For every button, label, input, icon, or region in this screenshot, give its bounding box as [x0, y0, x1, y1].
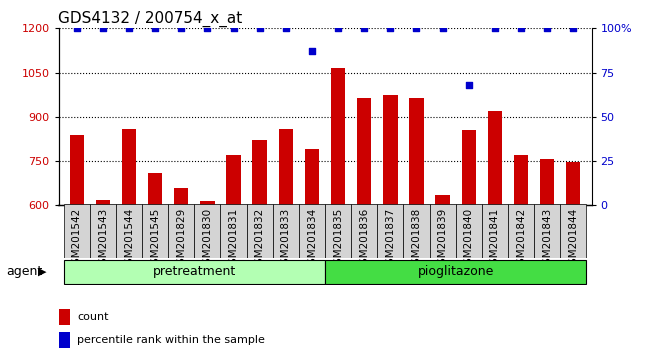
- Text: GSM201840: GSM201840: [463, 208, 474, 271]
- Bar: [566, 162, 580, 205]
- Text: pioglitazone: pioglitazone: [417, 265, 494, 278]
- Point: [437, 25, 448, 31]
- Text: GSM201545: GSM201545: [150, 208, 160, 271]
- Bar: [534, 204, 560, 258]
- Bar: [377, 204, 404, 258]
- Bar: [246, 204, 273, 258]
- Point: [98, 25, 108, 31]
- Bar: [456, 204, 482, 258]
- Point: [228, 25, 239, 31]
- Bar: [116, 204, 142, 258]
- Text: GDS4132 / 200754_x_at: GDS4132 / 200754_x_at: [58, 11, 242, 27]
- Bar: [142, 204, 168, 258]
- Point: [542, 25, 552, 31]
- Text: count: count: [77, 312, 109, 322]
- Text: GSM201829: GSM201829: [176, 208, 187, 271]
- Text: GSM201832: GSM201832: [255, 208, 265, 271]
- Text: GSM201841: GSM201841: [490, 208, 500, 271]
- Text: GSM201842: GSM201842: [516, 208, 526, 271]
- Bar: [273, 204, 299, 258]
- Point: [72, 25, 82, 31]
- Text: GSM201542: GSM201542: [72, 208, 82, 271]
- Bar: [430, 204, 456, 258]
- Bar: [488, 111, 502, 205]
- Bar: [70, 135, 84, 205]
- Bar: [200, 201, 214, 205]
- Point: [307, 48, 317, 54]
- Point: [281, 25, 291, 31]
- Bar: [325, 204, 351, 258]
- Text: GSM201830: GSM201830: [202, 208, 213, 271]
- Point: [489, 25, 500, 31]
- Point: [515, 25, 526, 31]
- Bar: [325, 260, 586, 284]
- Bar: [58, 309, 70, 325]
- Point: [150, 25, 161, 31]
- Point: [255, 25, 265, 31]
- Bar: [357, 98, 371, 205]
- Text: agent: agent: [6, 266, 43, 278]
- Text: GSM201833: GSM201833: [281, 208, 291, 271]
- Text: percentile rank within the sample: percentile rank within the sample: [77, 335, 265, 346]
- Bar: [58, 332, 70, 348]
- Bar: [252, 141, 267, 205]
- Bar: [96, 200, 110, 205]
- Bar: [540, 159, 554, 205]
- Bar: [383, 95, 398, 205]
- Point: [176, 25, 187, 31]
- Bar: [436, 195, 450, 205]
- Bar: [299, 204, 325, 258]
- Point: [385, 25, 395, 31]
- Point: [359, 25, 369, 31]
- Point: [568, 25, 578, 31]
- Text: GSM201835: GSM201835: [333, 208, 343, 271]
- Text: GSM201843: GSM201843: [542, 208, 552, 271]
- Bar: [560, 204, 586, 258]
- Text: GSM201838: GSM201838: [411, 208, 421, 271]
- Bar: [64, 204, 90, 258]
- Bar: [148, 173, 162, 205]
- Bar: [331, 68, 345, 205]
- Text: GSM201831: GSM201831: [229, 208, 239, 271]
- Bar: [514, 155, 528, 205]
- Text: GSM201544: GSM201544: [124, 208, 134, 271]
- Bar: [122, 129, 136, 205]
- Bar: [90, 204, 116, 258]
- Bar: [174, 188, 188, 205]
- Point: [463, 82, 474, 88]
- Text: ▶: ▶: [38, 267, 47, 277]
- Text: GSM201839: GSM201839: [437, 208, 448, 271]
- Bar: [220, 204, 246, 258]
- Bar: [279, 129, 293, 205]
- Bar: [508, 204, 534, 258]
- Point: [333, 25, 343, 31]
- Bar: [64, 260, 325, 284]
- Bar: [482, 204, 508, 258]
- Bar: [351, 204, 377, 258]
- Text: GSM201543: GSM201543: [98, 208, 108, 271]
- Bar: [404, 204, 430, 258]
- Bar: [226, 155, 240, 205]
- Point: [411, 25, 422, 31]
- Bar: [462, 130, 476, 205]
- Text: GSM201837: GSM201837: [385, 208, 395, 271]
- Point: [124, 25, 135, 31]
- Bar: [168, 204, 194, 258]
- Text: GSM201836: GSM201836: [359, 208, 369, 271]
- Text: pretreatment: pretreatment: [153, 265, 236, 278]
- Bar: [305, 149, 319, 205]
- Bar: [410, 98, 424, 205]
- Text: GSM201834: GSM201834: [307, 208, 317, 271]
- Point: [202, 25, 213, 31]
- Bar: [194, 204, 220, 258]
- Text: GSM201844: GSM201844: [568, 208, 578, 271]
